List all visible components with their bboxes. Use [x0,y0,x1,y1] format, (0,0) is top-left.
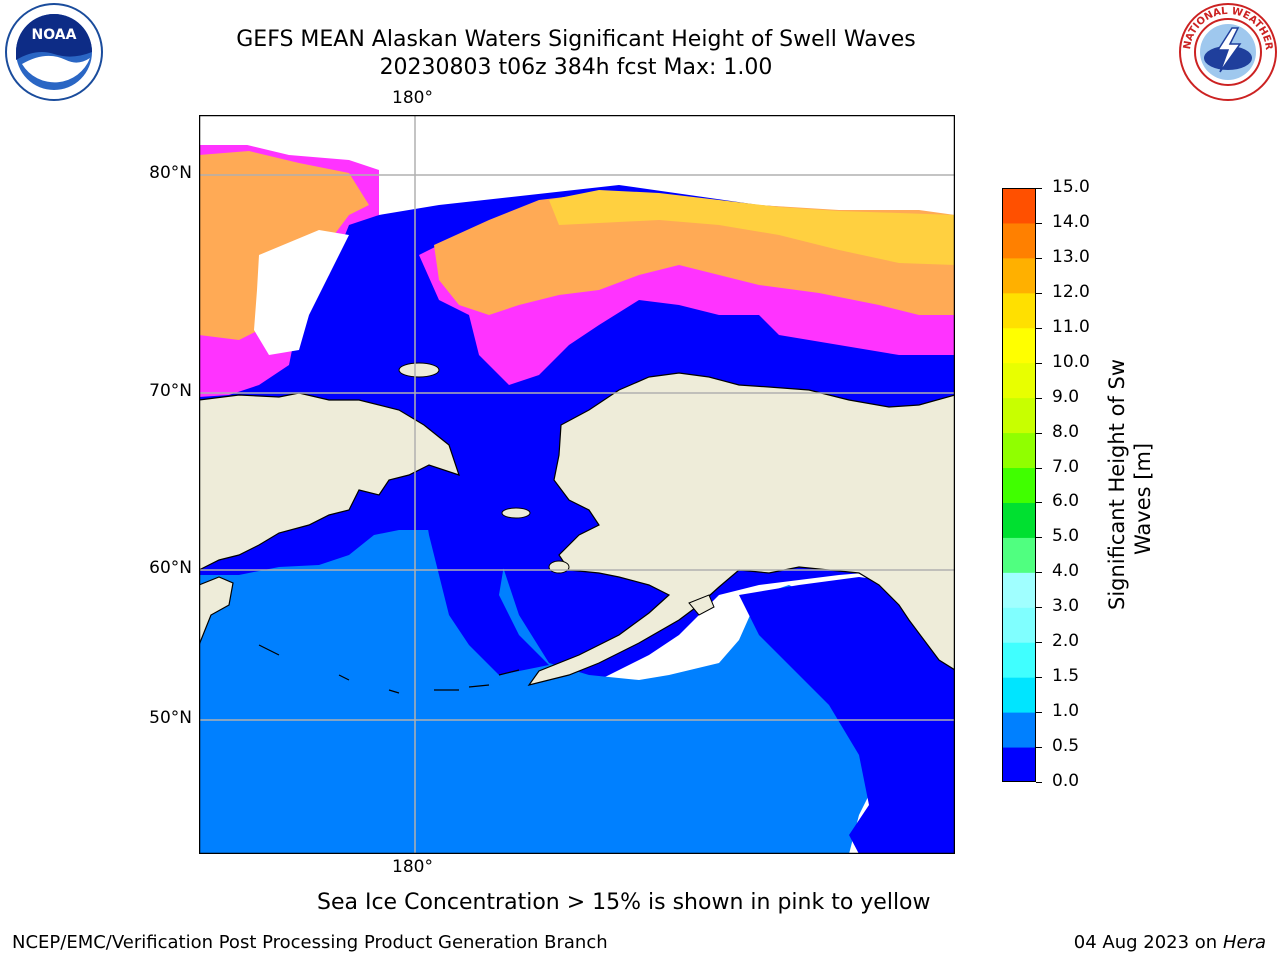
graticule [199,115,955,854]
colorbar-tick-mark [1036,502,1042,504]
colorbar-swatch [1002,257,1036,294]
colorbar-tick-label: 1.5 [1052,666,1080,687]
colorbar-tick-mark [1036,677,1042,679]
colorbar-tick-label: 12.0 [1052,281,1090,302]
colorbar-tick-label: 9.0 [1052,386,1080,407]
colorbar-swatch [1002,327,1036,364]
colorbar-tick-mark [1036,327,1042,329]
colorbar-swatch [1002,362,1036,399]
colorbar-tick-mark [1036,362,1042,364]
colorbar-tick-label: 14.0 [1052,211,1090,232]
colorbar-tick-mark [1036,572,1042,574]
colorbar-tick-label: 8.0 [1052,421,1080,442]
noaa-logo-text: NOAA [32,27,77,43]
colorbar-tick-label: 0.5 [1052,736,1080,757]
chart-subtitle: 20230803 t06z 384h fcst Max: 1.00 [379,55,773,80]
colorbar-tick-mark [1036,537,1042,539]
colorbar-swatch [1002,292,1036,329]
land-st-lawrence [501,507,531,519]
lon-label-bottom: 180° [392,857,433,877]
land-chukotka [199,392,460,571]
colorbar-tick-label: 10.0 [1052,351,1090,372]
footer-left: NCEP/EMC/Verification Post Processing Pr… [12,932,608,953]
colorbar-tick-label: 13.0 [1052,246,1090,267]
colorbar-tick-label: 3.0 [1052,596,1080,617]
colorbar-swatch [1002,222,1036,259]
colorbar-swatch [1002,537,1036,573]
colorbar [1002,188,1036,782]
colorbar-label-line2: Waves [m] [1131,443,1155,555]
colorbar-tick-label: 6.0 [1052,491,1080,512]
colorbar-tick-mark [1036,257,1042,259]
colorbar-swatch [1002,712,1036,748]
gulf-alaska-blue [739,577,955,854]
noaa-logo-icon: NOAA [5,3,103,101]
lat-label-50n: 50°N [149,708,192,728]
colorbar-swatch [1002,747,1036,782]
colorbar-tick-label: 1.0 [1052,701,1080,722]
colorbar-tick-label: 5.0 [1052,526,1080,547]
colorbar-tick-mark [1036,747,1042,749]
colorbar-swatch [1002,432,1036,469]
colorbar-swatch [1002,607,1036,643]
colorbar-swatch [1002,572,1036,608]
colorbar-tick-mark [1036,188,1042,189]
land-wrangel [398,362,440,378]
ocean-pacific-lightblue [199,530,869,854]
land-kamchatka [199,576,234,646]
colorbar-label: Significant Height of Swell Waves [m] [1100,334,1160,610]
ice-hole [254,230,349,355]
colorbar-tick-mark [1036,397,1042,399]
footer-date: 04 Aug 2023 on [1073,932,1218,953]
land-aleutians [258,644,520,694]
colorbar-tick-mark [1036,432,1042,434]
lon-label-top: 180° [392,88,433,108]
chart-title: GEFS MEAN Alaskan Waters Significant Hei… [236,27,916,52]
colorbar-tick-mark [1036,642,1042,644]
colorbar-tick-label: 4.0 [1052,561,1080,582]
colorbar-tick-label: 7.0 [1052,456,1080,477]
colorbar-tick-mark [1036,467,1042,469]
footer-right: 04 Aug 2023 on Hera [1074,932,1266,953]
land-nunivak [548,560,570,574]
colorbar-label-line1: Significant Height of Swell [1105,360,1129,610]
colorbar-tick-label: 0.0 [1052,771,1080,791]
colorbar-tick-label: 15.0 [1052,177,1090,197]
colorbar-tick-mark [1036,222,1042,224]
nws-logo-icon: NATIONAL WEATHER SERVICE [1176,2,1277,101]
colorbar-swatch [1002,502,1036,538]
colorbar-swatch [1002,397,1036,434]
colorbar-tick-label: 11.0 [1052,316,1090,337]
colorbar-tick-mark [1036,607,1042,609]
lat-label-60n: 60°N [149,558,192,578]
lat-label-70n: 70°N [149,381,192,401]
colorbar-swatch [1002,188,1036,224]
land-kodiak [688,594,715,616]
colorbar-swatch [1002,642,1036,678]
colorbar-swatch [1002,677,1036,713]
map-canvas [199,115,955,854]
colorbar-ticks [1036,188,1046,783]
colorbar-tick-label: 2.0 [1052,631,1080,652]
sea-ice-yellow [549,190,955,265]
colorbar-tick-mark [1036,712,1042,714]
colorbar-tick-mark [1036,292,1042,294]
lat-label-80n: 80°N [149,163,192,183]
colorbar-swatch [1002,467,1036,503]
footer-host: Hera [1222,932,1266,953]
colorbar-tick-mark [1036,782,1042,783]
sea-ice-note: Sea Ice Concentration > 15% is shown in … [317,890,931,915]
bering-shelf-blue [419,395,599,675]
